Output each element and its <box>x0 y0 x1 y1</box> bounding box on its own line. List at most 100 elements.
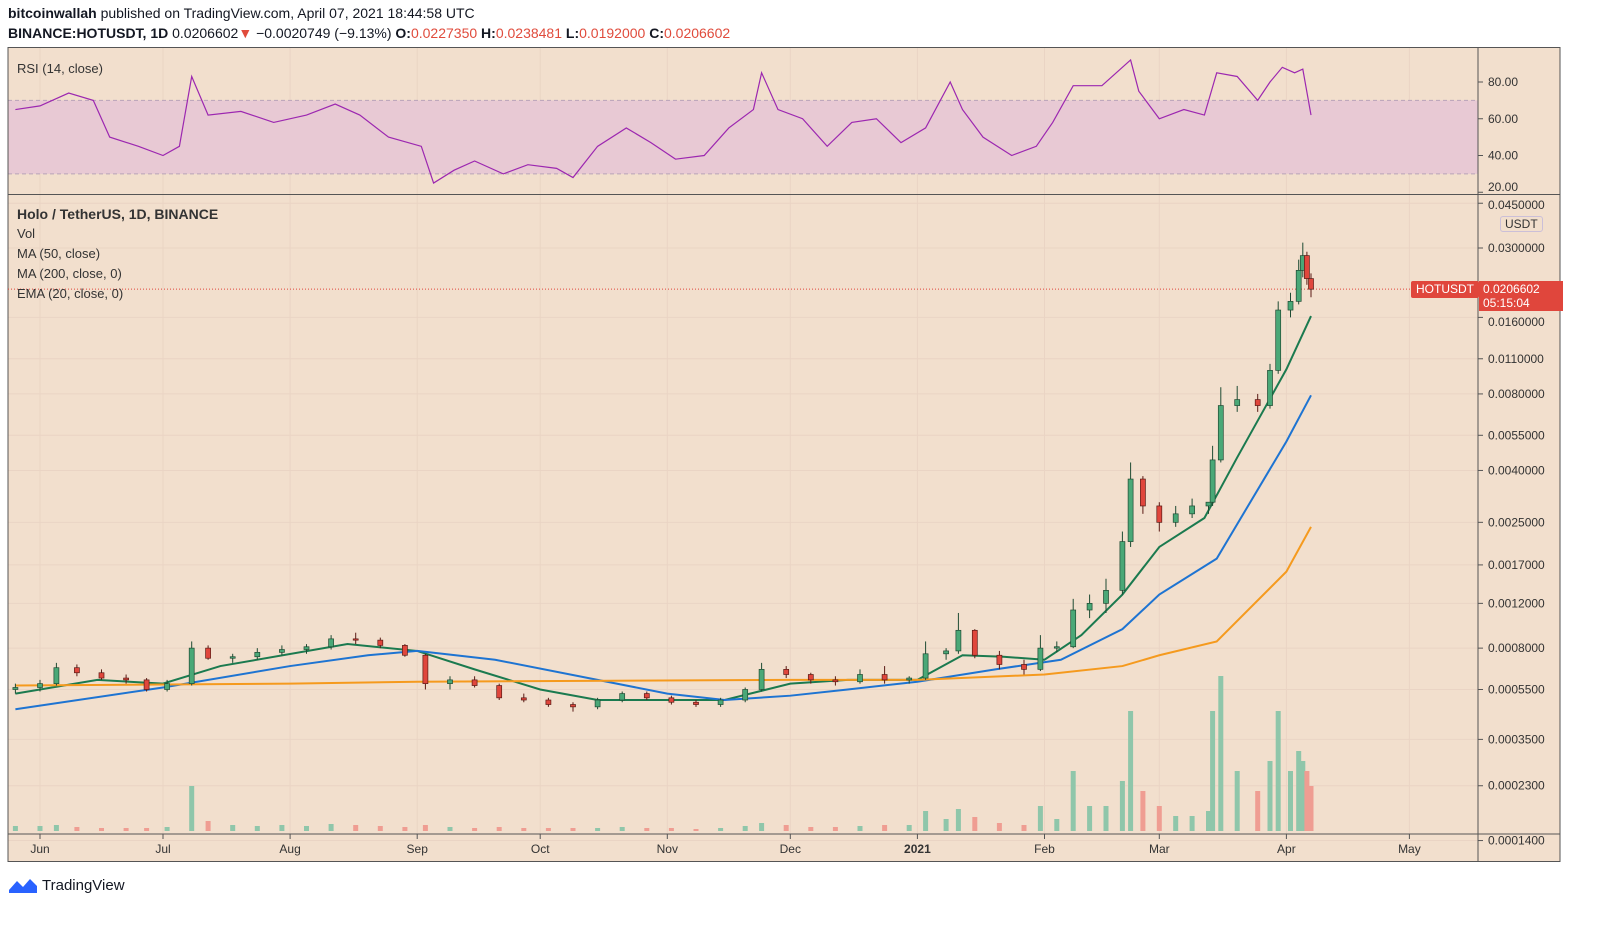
candle-body <box>1037 647 1044 670</box>
candle-body <box>857 674 863 683</box>
candle-body <box>1086 603 1093 611</box>
volume-bar <box>279 825 285 831</box>
close-value: 0.0206602 <box>663 25 731 41</box>
candle-body <box>1209 459 1216 503</box>
volume-bar <box>545 828 551 831</box>
volume-bar <box>783 825 789 831</box>
volume-bar <box>668 828 674 831</box>
volume-bar <box>1210 711 1216 831</box>
tradingview-logo-icon <box>9 879 37 893</box>
candle-body <box>693 701 699 705</box>
volume-bar <box>99 828 104 831</box>
candle-body <box>996 654 1003 665</box>
brand-name: TradingView <box>42 876 125 894</box>
time-tick-label: Mar <box>1149 842 1170 856</box>
candle-body <box>668 697 675 703</box>
candle-body <box>1127 478 1134 542</box>
volume-bar <box>1275 711 1281 831</box>
volume-bar <box>1206 811 1211 831</box>
volume-bar <box>123 828 129 831</box>
volume-bar <box>37 826 43 831</box>
candle-body <box>422 654 429 684</box>
candle-body <box>229 656 236 659</box>
low-label: L: <box>565 25 580 41</box>
candle-body <box>881 674 888 681</box>
down-arrow-icon: ▼ <box>238 25 253 41</box>
time-tick-label: May <box>1398 842 1421 856</box>
chart-border <box>7 47 1561 862</box>
price-tick-label: 0.0450000 <box>1488 198 1545 212</box>
ma50-line <box>15 394 1312 711</box>
time-tick-label: 2021 <box>904 842 931 856</box>
volume-bar <box>1070 771 1076 831</box>
volume-bar <box>759 823 765 831</box>
price-tick-label: 0.0055000 <box>1488 428 1545 442</box>
volume-bar <box>521 828 527 831</box>
price-tick-label: 0.0012000 <box>1488 596 1545 610</box>
volume-bar <box>74 827 80 831</box>
ema20-line <box>15 315 1312 702</box>
time-tick-label: Jul <box>155 842 170 856</box>
volume-bar <box>1119 781 1125 831</box>
candle-body <box>98 672 105 679</box>
currency-badge[interactable]: USDT <box>1500 216 1543 232</box>
time-tick-label: Apr <box>1277 842 1296 856</box>
volume-bar <box>742 826 748 831</box>
volume-bar <box>53 825 59 831</box>
volume-bar <box>955 809 961 831</box>
rsi-line <box>15 58 1312 184</box>
open-label: O: <box>395 25 411 41</box>
volume-bar <box>1234 771 1240 831</box>
volume-bar <box>205 821 211 831</box>
high-value: 0.0238481 <box>495 25 563 41</box>
volume-bar <box>882 825 888 831</box>
candle-body <box>807 674 814 681</box>
volume-bar <box>1156 806 1162 831</box>
volume-bar <box>328 824 334 831</box>
candle-body <box>1308 278 1314 290</box>
volume-bar <box>402 827 408 831</box>
candle-body <box>717 699 724 705</box>
author: bitcoinwallah <box>8 5 97 21</box>
volume-bar <box>619 827 625 831</box>
volume-bar <box>808 827 814 831</box>
volume-bar <box>1037 806 1043 831</box>
candle-body <box>832 679 839 683</box>
candle-body <box>943 650 949 655</box>
volume-bar <box>996 823 1002 831</box>
tradingview-logo[interactable]: TradingView <box>8 876 125 894</box>
rsi-tick-label: 80.00 <box>1488 75 1518 89</box>
candle-body <box>619 693 626 701</box>
close-value-label: C: <box>649 25 664 41</box>
chart-title: Holo / TetherUS, 1D, BINANCE <box>17 206 219 222</box>
candle-body <box>1234 399 1241 406</box>
volume-bar <box>230 825 236 831</box>
candle-body <box>1287 301 1294 311</box>
volume-bar <box>254 826 260 831</box>
candle-body <box>742 689 749 701</box>
time-tick-label: Nov <box>657 842 678 856</box>
volume-bar <box>832 827 838 831</box>
price-tick-label: 0.0002300 <box>1488 779 1545 793</box>
change: −0.0020749 (−9.13%) <box>256 25 392 41</box>
candle-body <box>377 639 384 646</box>
candle-body <box>1205 501 1212 507</box>
candle-body <box>164 683 170 690</box>
candle-body <box>971 629 978 656</box>
candle-body <box>570 704 576 708</box>
candle-body <box>74 667 80 674</box>
candle-body <box>594 699 601 708</box>
candle-body <box>447 679 453 684</box>
candle-body <box>1070 609 1077 648</box>
volume-bar <box>12 826 18 831</box>
price-tick-label: 0.0003500 <box>1488 732 1545 746</box>
candle-body <box>352 638 359 641</box>
price-tick-label: 0.0160000 <box>1488 315 1545 329</box>
volume-bar <box>1304 771 1310 831</box>
time-tick-label: Jun <box>30 842 49 856</box>
candle-body <box>922 653 929 679</box>
rsi-tick-label: 20.00 <box>1488 180 1518 194</box>
candle-body <box>143 679 150 690</box>
candle-body <box>254 651 261 658</box>
